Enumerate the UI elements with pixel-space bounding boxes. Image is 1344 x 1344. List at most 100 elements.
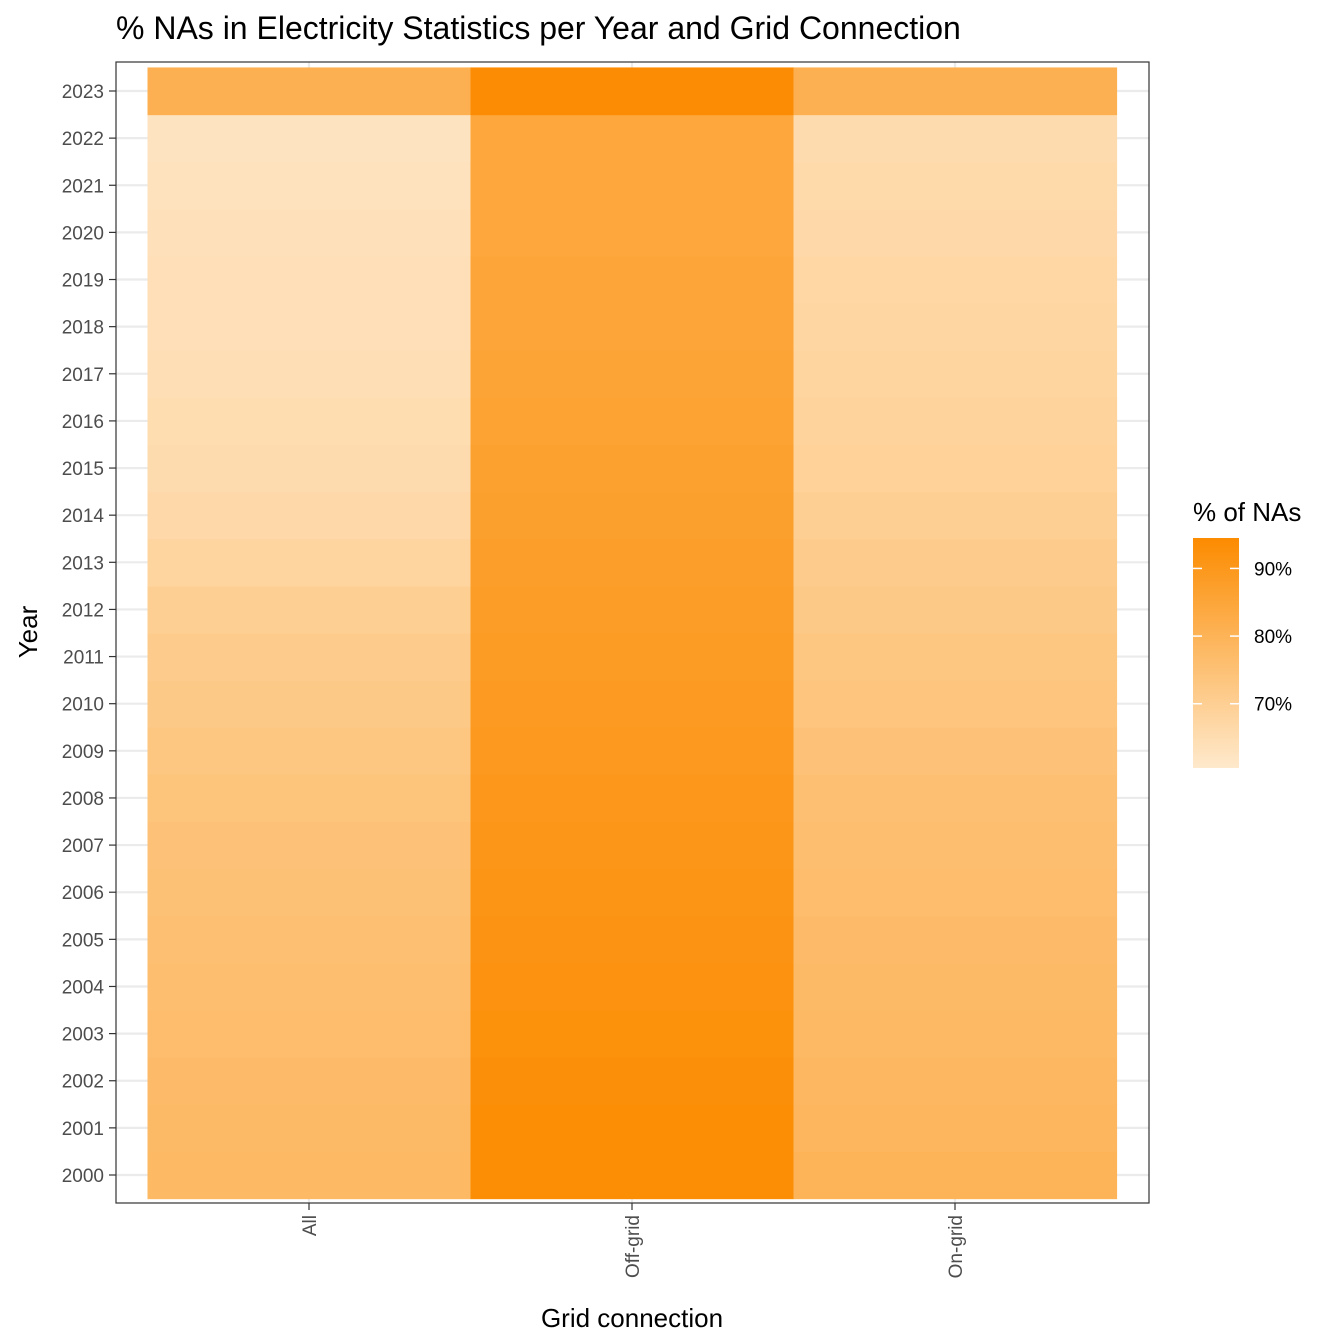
heatmap-tile-all-2007	[147, 821, 472, 870]
y-tick-label: 2009	[62, 742, 104, 763]
heatmap-tile-on-grid-2022	[793, 114, 1118, 163]
heatmap-tile-on-grid-2005	[793, 915, 1118, 964]
y-tick-label: 2006	[62, 883, 104, 904]
heatmap-tile-all-2011	[147, 633, 472, 681]
heatmap-tile-on-grid-2002	[793, 1057, 1118, 1105]
heatmap-tile-off-grid-2015	[470, 444, 795, 493]
heatmap-tile-all-2022	[147, 114, 472, 163]
legend-title: % of NAs	[1193, 497, 1301, 527]
heatmap-tile-on-grid-2004	[793, 962, 1118, 1011]
heatmap-tile-on-grid-2008	[793, 774, 1118, 823]
y-tick-label: 2018	[62, 318, 104, 339]
y-tick-label: 2011	[63, 648, 104, 669]
heatmap-tile-off-grid-2005	[470, 915, 795, 964]
y-axis: 2000 2001 2002 2003 2004 2005 2006 2007 2008 2009…	[62, 82, 116, 1187]
heatmap-tile-all-2001	[147, 1104, 472, 1153]
heatmap-tile-all-2004	[147, 962, 472, 1011]
y-tick-label: 2008	[62, 789, 104, 810]
y-tick-label: 2016	[62, 412, 104, 433]
x-tick-label: All	[300, 1215, 321, 1236]
heatmap-tile-off-grid-2020	[470, 208, 795, 257]
y-tick-label: 2005	[62, 930, 104, 951]
heatmap-tile-off-grid-2023	[470, 67, 795, 116]
heatmap-tile-all-2003	[147, 1010, 472, 1058]
heatmap-tile-on-grid-2003	[793, 1010, 1118, 1058]
heatmap-tile-off-grid-2018	[470, 303, 795, 351]
heatmap-tile-off-grid-2009	[470, 727, 795, 775]
y-tick-label: 2003	[62, 1025, 104, 1046]
heatmap-tile-on-grid-2011	[793, 633, 1118, 681]
x-tick-label: Off-grid	[623, 1215, 644, 1278]
x-axis: All Off-grid On-grid	[300, 1203, 967, 1278]
heatmap-tile-all-2017	[147, 350, 472, 398]
heatmap-tile-all-2019	[147, 255, 472, 304]
heatmap-tile-on-grid-2015	[793, 444, 1118, 493]
heatmap-tile-off-grid-2008	[470, 774, 795, 823]
y-tick-label: 2004	[62, 977, 105, 998]
heatmap-tile-on-grid-2007	[793, 821, 1118, 870]
color-legend: % of NAs 70% 80% 90%	[1193, 497, 1301, 768]
legend-label: 80%	[1254, 627, 1292, 648]
y-tick-label: 2017	[62, 365, 104, 386]
y-tick-label: 2022	[62, 129, 104, 150]
heatmap-tile-on-grid-2000	[793, 1151, 1118, 1200]
heatmap-tile-off-grid-2007	[470, 821, 795, 870]
y-tick-label: 2023	[62, 82, 104, 103]
y-tick-label: 2010	[62, 695, 104, 716]
heatmap-tile-on-grid-2012	[793, 585, 1118, 634]
heatmap-tile-all-2005	[147, 915, 472, 964]
heatmap-tile-off-grid-2021	[470, 161, 795, 210]
heatmap-tile-off-grid-2000	[470, 1151, 795, 1200]
legend-colorbar	[1193, 538, 1239, 768]
heatmap-tile-all-2021	[147, 161, 472, 210]
heatmap-tile-all-2002	[147, 1057, 472, 1105]
heatmap-tile-off-grid-2010	[470, 680, 795, 728]
heatmap-tile-all-2006	[147, 868, 472, 917]
heatmap-tile-off-grid-2002	[470, 1057, 795, 1105]
heatmap-tile-off-grid-2014	[470, 491, 795, 540]
heatmap-tile-on-grid-2020	[793, 208, 1118, 257]
heatmap-tile-off-grid-2013	[470, 538, 795, 587]
heatmap-tile-off-grid-2022	[470, 114, 795, 163]
heatmap-tile-off-grid-2004	[470, 962, 795, 1011]
heatmap-tile-all-2015	[147, 444, 472, 493]
heatmap-tile-all-2014	[147, 491, 472, 540]
heatmap-tile-off-grid-2003	[470, 1010, 795, 1058]
heatmap-tile-all-2016	[147, 397, 472, 446]
heatmap-tile-on-grid-2018	[793, 303, 1118, 351]
y-tick-label: 2007	[62, 836, 104, 857]
chart-title: % NAs in Electricity Statistics per Year…	[116, 10, 961, 46]
heatmap-tile-all-2013	[147, 538, 472, 587]
heatmap-tile-on-grid-2010	[793, 680, 1118, 728]
heatmap-tile-on-grid-2016	[793, 397, 1118, 446]
heatmap-tile-all-2020	[147, 208, 472, 257]
legend-label: 90%	[1254, 559, 1292, 580]
legend-ticks: 70% 80% 90%	[1193, 559, 1292, 716]
heatmap-tile-off-grid-2017	[470, 350, 795, 398]
y-tick-label: 2002	[62, 1072, 104, 1093]
heatmap-tile-on-grid-2006	[793, 868, 1118, 917]
heatmap-tile-on-grid-2017	[793, 350, 1118, 398]
y-tick-label: 2013	[62, 553, 104, 574]
heatmap-tile-on-grid-2014	[793, 491, 1118, 540]
y-tick-label: 2000	[62, 1166, 104, 1187]
y-tick-label: 2020	[62, 223, 104, 244]
heatmap-tile-off-grid-2016	[470, 397, 795, 446]
heatmap-tile-on-grid-2023	[793, 67, 1118, 116]
y-tick-label: 2012	[62, 600, 104, 621]
heatmap-tile-all-2000	[147, 1151, 472, 1200]
y-tick-label: 2019	[62, 271, 104, 292]
legend-label: 70%	[1254, 695, 1292, 716]
heatmap-tile-off-grid-2001	[470, 1104, 795, 1153]
heatmap-tile-off-grid-2012	[470, 585, 795, 634]
y-tick-label: 2015	[62, 459, 104, 480]
y-tick-label: 2001	[62, 1119, 104, 1140]
y-tick-label: 2021	[62, 176, 104, 197]
x-tick-label: On-grid	[946, 1215, 967, 1278]
heatmap-tile-all-2018	[147, 303, 472, 351]
heatmap-tile-off-grid-2019	[470, 255, 795, 304]
plot-panel	[115, 61, 1150, 1204]
heatmap-tile-on-grid-2009	[793, 727, 1118, 775]
heatmap-tiles	[147, 67, 1118, 1200]
